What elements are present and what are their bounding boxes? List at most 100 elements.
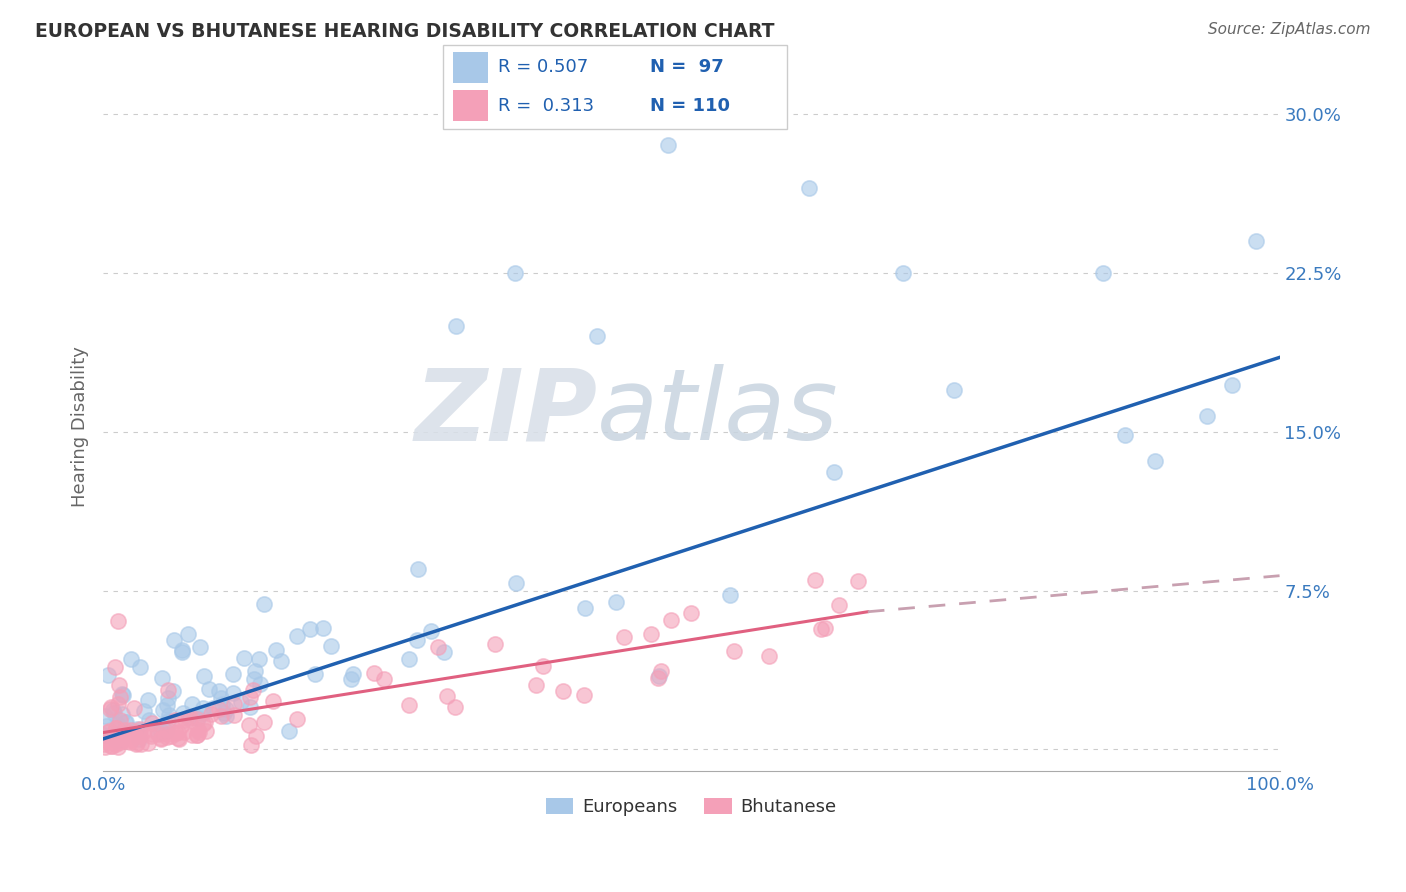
Point: [170, 642, 193, 657]
Text: N =  97: N = 97: [650, 59, 723, 77]
Point: [125, 722, 148, 736]
Point: [124, 700, 146, 714]
Point: [150, 724, 173, 739]
Point: [551, 684, 574, 698]
Point: [531, 659, 554, 673]
Point: [107, 718, 129, 732]
Point: [103, 706, 125, 721]
Point: [94, 740, 117, 755]
Point: [141, 716, 163, 731]
Point: [758, 648, 780, 663]
Point: [433, 645, 456, 659]
Point: [243, 672, 266, 686]
Point: [156, 683, 179, 698]
Point: [101, 735, 124, 749]
Point: [200, 707, 222, 722]
Point: [245, 729, 267, 743]
Point: [98, 701, 121, 715]
Point: [141, 727, 163, 741]
Point: [208, 702, 231, 716]
Point: [107, 614, 129, 628]
Point: [101, 703, 124, 717]
Point: [242, 683, 264, 698]
Point: [94, 719, 117, 733]
Point: [179, 710, 201, 724]
Point: [285, 629, 308, 643]
Point: [107, 678, 129, 692]
Point: [111, 687, 134, 701]
Point: [224, 707, 246, 722]
Point: [167, 725, 190, 739]
Point: [132, 704, 155, 718]
Point: [198, 682, 221, 697]
Point: [191, 701, 214, 715]
Point: [162, 684, 184, 698]
Point: [124, 737, 146, 751]
Point: [239, 690, 262, 705]
Point: [640, 626, 662, 640]
Point: [191, 706, 214, 721]
Point: [238, 718, 260, 732]
Point: [797, 181, 820, 195]
Point: [125, 736, 148, 750]
Point: [681, 607, 703, 621]
Point: [157, 707, 180, 722]
Point: [187, 723, 209, 738]
Point: [195, 723, 218, 738]
Point: [298, 623, 321, 637]
Point: [194, 715, 217, 730]
Point: [177, 627, 200, 641]
Point: [181, 728, 204, 742]
Point: [136, 693, 159, 707]
Point: [1197, 409, 1219, 424]
Point: [129, 737, 152, 751]
Point: [115, 732, 138, 747]
Point: [1144, 453, 1167, 467]
Point: [110, 732, 132, 747]
Point: [304, 666, 326, 681]
Point: [648, 669, 671, 683]
Point: [157, 691, 180, 706]
Point: [209, 708, 232, 723]
Point: [97, 724, 120, 739]
Point: [94, 733, 117, 747]
Point: [270, 654, 292, 668]
Point: [156, 723, 179, 737]
Point: [319, 640, 342, 654]
Point: [264, 643, 287, 657]
Point: [186, 728, 208, 742]
Point: [239, 699, 262, 714]
Point: [146, 726, 169, 740]
Point: [363, 666, 385, 681]
Point: [97, 668, 120, 682]
Point: [120, 652, 142, 666]
Point: [105, 721, 128, 735]
Point: [104, 737, 127, 751]
Point: [120, 727, 142, 741]
Point: [156, 714, 179, 729]
Point: [180, 698, 202, 712]
Point: [163, 632, 186, 647]
Point: [138, 713, 160, 727]
Point: [373, 673, 395, 687]
Point: [110, 734, 132, 748]
Text: N = 110: N = 110: [650, 96, 730, 114]
Point: [193, 669, 215, 683]
Point: [215, 708, 238, 723]
Point: [146, 727, 169, 741]
Point: [229, 696, 252, 710]
Point: [222, 685, 245, 699]
Point: [524, 678, 547, 692]
Point: [342, 666, 364, 681]
Point: [172, 645, 194, 659]
Point: [814, 621, 837, 635]
Point: [156, 727, 179, 741]
Point: [804, 573, 827, 587]
Point: [100, 739, 122, 753]
Point: [128, 723, 150, 738]
Point: [107, 698, 129, 712]
Point: [114, 723, 136, 738]
Point: [114, 714, 136, 729]
Point: [212, 706, 235, 721]
Point: [285, 712, 308, 726]
